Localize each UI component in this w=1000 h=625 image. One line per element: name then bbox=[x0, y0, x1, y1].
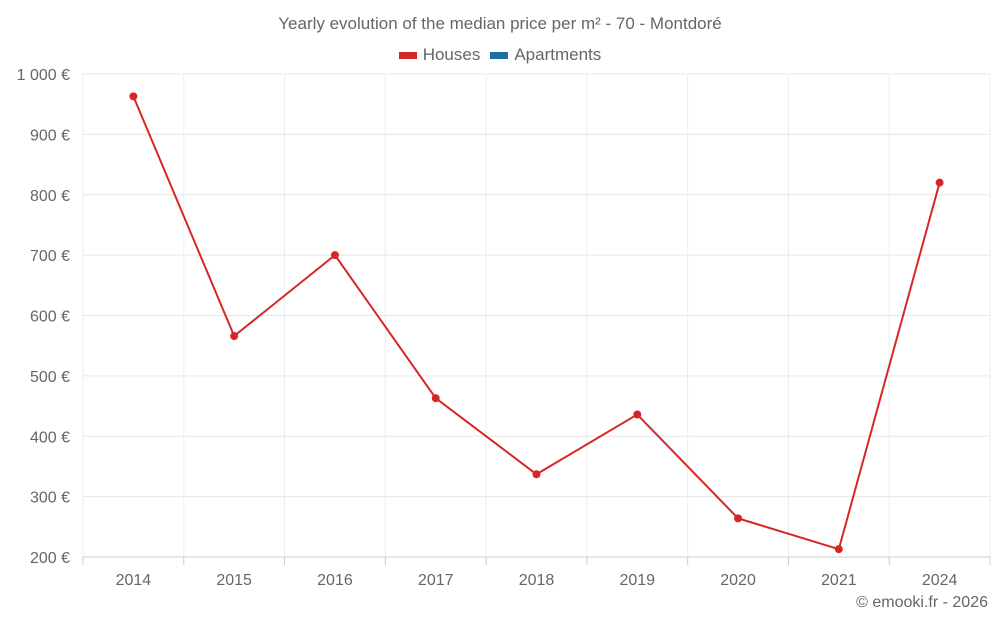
y-tick-label: 600 € bbox=[30, 309, 70, 326]
series bbox=[129, 92, 944, 554]
x-tick-label: 2021 bbox=[821, 572, 857, 589]
y-tick-label: 500 € bbox=[30, 369, 70, 386]
legend-label-apartments: Apartments bbox=[514, 45, 602, 64]
y-tick-label: 900 € bbox=[30, 127, 70, 144]
data-point-houses[interactable] bbox=[330, 251, 339, 260]
y-tick-label: 800 € bbox=[30, 188, 70, 205]
y-tick-label: 400 € bbox=[30, 429, 70, 446]
x-tick-label: 2018 bbox=[519, 572, 555, 589]
chart-title: Yearly evolution of the median price per… bbox=[278, 14, 722, 33]
data-point-houses[interactable] bbox=[129, 92, 138, 101]
series-line-houses bbox=[132, 95, 941, 551]
data-point-houses[interactable] bbox=[532, 470, 541, 479]
legend-label-houses: Houses bbox=[422, 45, 481, 64]
data-point-houses[interactable] bbox=[935, 178, 944, 187]
legend: Houses Apartments bbox=[0, 45, 1000, 65]
legend-swatch-houses bbox=[398, 51, 417, 59]
credit-text: © emooki.fr - 2026 bbox=[856, 594, 988, 611]
data-point-houses[interactable] bbox=[633, 410, 642, 419]
data-point-houses[interactable] bbox=[734, 514, 743, 523]
legend-item-apartments[interactable]: Apartments bbox=[490, 45, 601, 65]
y-tick-label: 700 € bbox=[30, 248, 70, 265]
legend-item-houses[interactable]: Houses bbox=[398, 45, 481, 65]
x-tick-label: 2019 bbox=[619, 572, 655, 589]
x-tick-label: 2017 bbox=[418, 572, 454, 589]
x-tick-label: 2020 bbox=[720, 572, 756, 589]
data-point-houses[interactable] bbox=[834, 545, 843, 554]
legend-swatch-apartments bbox=[490, 51, 509, 59]
axes: 200 € 300 € 400 € 500 € 600 € 700 € 800 € 900 €… bbox=[17, 67, 991, 589]
x-tick-label: 2014 bbox=[116, 572, 152, 589]
x-tick-label: 2016 bbox=[317, 572, 353, 589]
grid-lines bbox=[82, 73, 991, 557]
x-tick-label: 2024 bbox=[922, 572, 958, 589]
data-point-houses[interactable] bbox=[230, 332, 239, 341]
y-tick-label: 1 000 € bbox=[17, 67, 70, 84]
data-point-houses[interactable] bbox=[431, 394, 440, 403]
y-tick-label: 200 € bbox=[30, 550, 70, 567]
x-tick-label: 2015 bbox=[216, 572, 252, 589]
y-tick-label: 300 € bbox=[30, 490, 70, 507]
